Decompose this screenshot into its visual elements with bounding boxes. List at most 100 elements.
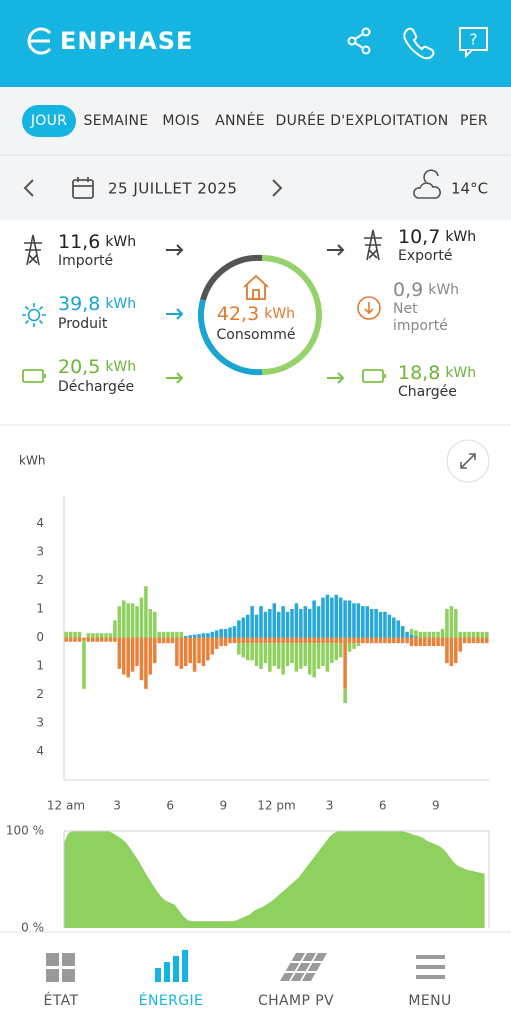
bar: [414, 630, 418, 637]
call-button[interactable]: [403, 27, 435, 60]
bar: [374, 637, 378, 644]
y-tick-label: 4: [36, 744, 44, 758]
bar: [183, 636, 188, 638]
bar: [99, 637, 104, 642]
share-button[interactable]: [347, 27, 371, 55]
bar: [104, 637, 108, 642]
status-icon[interactable]: [46, 953, 75, 982]
bar: [462, 637, 467, 644]
nav-item[interactable]: MENU: [408, 993, 451, 1009]
bar: [330, 597, 334, 638]
bar: [294, 637, 299, 644]
x-tick-label: 3: [326, 799, 334, 813]
tab-active-pill[interactable]: [22, 105, 76, 137]
bar: [135, 637, 139, 666]
bar: [334, 643, 339, 661]
bar: [325, 594, 330, 638]
bar: [338, 597, 343, 638]
bar: [214, 637, 219, 649]
y-tick-label: 1: [36, 659, 44, 673]
bar: [210, 637, 215, 655]
bar: [126, 603, 130, 638]
bar: [130, 637, 135, 672]
bar: [485, 637, 489, 644]
bar: [449, 606, 454, 638]
bar: [210, 631, 215, 638]
bar: [330, 643, 334, 664]
help-button[interactable]: ?: [459, 27, 488, 59]
bar: [418, 631, 423, 638]
energy-icon[interactable]: [155, 950, 188, 982]
bar: [436, 637, 440, 647]
tab[interactable]: SEMAINE: [84, 113, 149, 129]
bar: [418, 637, 423, 647]
bar: [82, 640, 86, 689]
bar: [440, 628, 445, 638]
bar: [431, 631, 436, 638]
bar: [458, 637, 462, 652]
bar: [471, 631, 476, 638]
array-icon[interactable]: [279, 953, 328, 981]
sun-icon: [22, 303, 46, 327]
bar: [290, 609, 294, 638]
tab[interactable]: PER: [460, 113, 488, 129]
bar: [347, 600, 352, 638]
bar: [303, 637, 308, 644]
menu-icon[interactable]: [416, 955, 445, 979]
battery-icon: [22, 369, 46, 383]
tab[interactable]: DURÉE D'EXPLOITATION: [276, 112, 449, 129]
bar: [268, 609, 272, 638]
bar: [219, 637, 223, 647]
bar: [414, 636, 418, 638]
date[interactable]: 25 JUILLET 2025: [108, 180, 237, 198]
filter-area: [0, 87, 511, 220]
bar: [325, 643, 330, 672]
battery-area: [64, 831, 485, 928]
tab[interactable]: MOIS: [162, 113, 199, 129]
x-tick-label: 12 pm: [257, 799, 295, 813]
bar: [254, 637, 259, 644]
y-tick-label: 4: [36, 516, 44, 530]
expand-button[interactable]: [446, 439, 490, 483]
bar: [343, 600, 347, 638]
bar: [197, 637, 201, 664]
bar: [263, 643, 268, 664]
exported-label: Exporté: [398, 248, 452, 264]
app-header: [0, 0, 511, 87]
bar: [316, 643, 321, 669]
calendar-icon[interactable]: [72, 177, 94, 199]
bar: [285, 637, 290, 644]
next-day[interactable]: [272, 179, 283, 197]
bar: [312, 643, 316, 678]
bar: [148, 609, 153, 638]
bar: [400, 626, 405, 638]
nav-item[interactable]: ÉTAT: [44, 992, 79, 1009]
nav-item[interactable]: CHAMP PV: [258, 993, 334, 1009]
x-tick-label: 12 am: [47, 799, 85, 813]
bar: [392, 617, 396, 638]
bar: [321, 597, 325, 638]
bar: [285, 611, 290, 638]
tab[interactable]: ANNÉE: [215, 112, 265, 129]
bar: [139, 637, 144, 681]
bar: [214, 630, 219, 638]
bar: [91, 633, 95, 638]
net-import-icon: [357, 296, 381, 320]
bar: [161, 631, 166, 638]
previous-day[interactable]: [23, 179, 34, 197]
logo-icon: [27, 27, 52, 55]
bar: [378, 637, 383, 644]
bar: [152, 611, 157, 638]
y-tick-label: 2: [36, 687, 44, 701]
bar: [91, 637, 95, 642]
bar: [352, 643, 356, 649]
tab[interactable]: JOUR: [30, 113, 67, 129]
net-imported-label: Net: [393, 301, 418, 317]
nav-item[interactable]: ÉNERGIE: [139, 992, 204, 1009]
bar: [347, 637, 352, 644]
bar: [471, 637, 476, 644]
bar: [303, 606, 308, 638]
bar: [77, 637, 82, 642]
x-tick-label: 6: [379, 799, 387, 813]
bar: [263, 637, 268, 644]
